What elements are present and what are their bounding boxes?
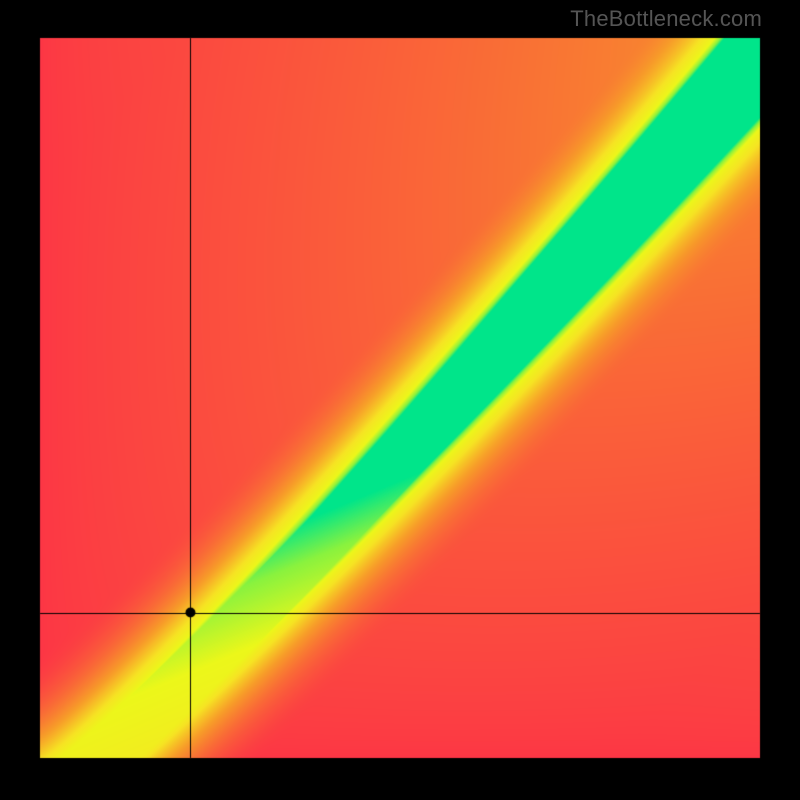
crosshair-overlay [0,0,800,800]
watermark-text: TheBottleneck.com [570,6,762,32]
